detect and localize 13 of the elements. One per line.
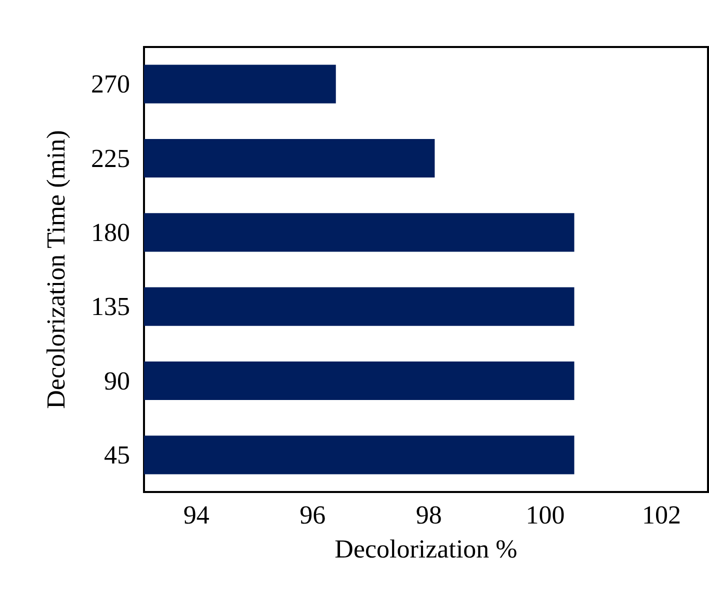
y-tick-label: 270 xyxy=(91,70,130,99)
y-tick-label: 135 xyxy=(91,292,130,322)
x-tick-label: 94 xyxy=(183,500,210,530)
y-tick-label: 90 xyxy=(104,366,130,396)
x-tick-label: 102 xyxy=(642,500,681,530)
x-axis-title: Decolorization % xyxy=(334,534,518,564)
y-tick-label: 225 xyxy=(91,144,130,173)
y-tick-label: 45 xyxy=(104,440,130,470)
y-tick-label: 180 xyxy=(91,218,130,247)
x-tick-label: 96 xyxy=(300,500,326,530)
x-tick-label: 100 xyxy=(526,500,565,530)
x-tick-label: 98 xyxy=(416,500,442,530)
y-axis-title: Decolorization Time (min) xyxy=(42,130,70,409)
